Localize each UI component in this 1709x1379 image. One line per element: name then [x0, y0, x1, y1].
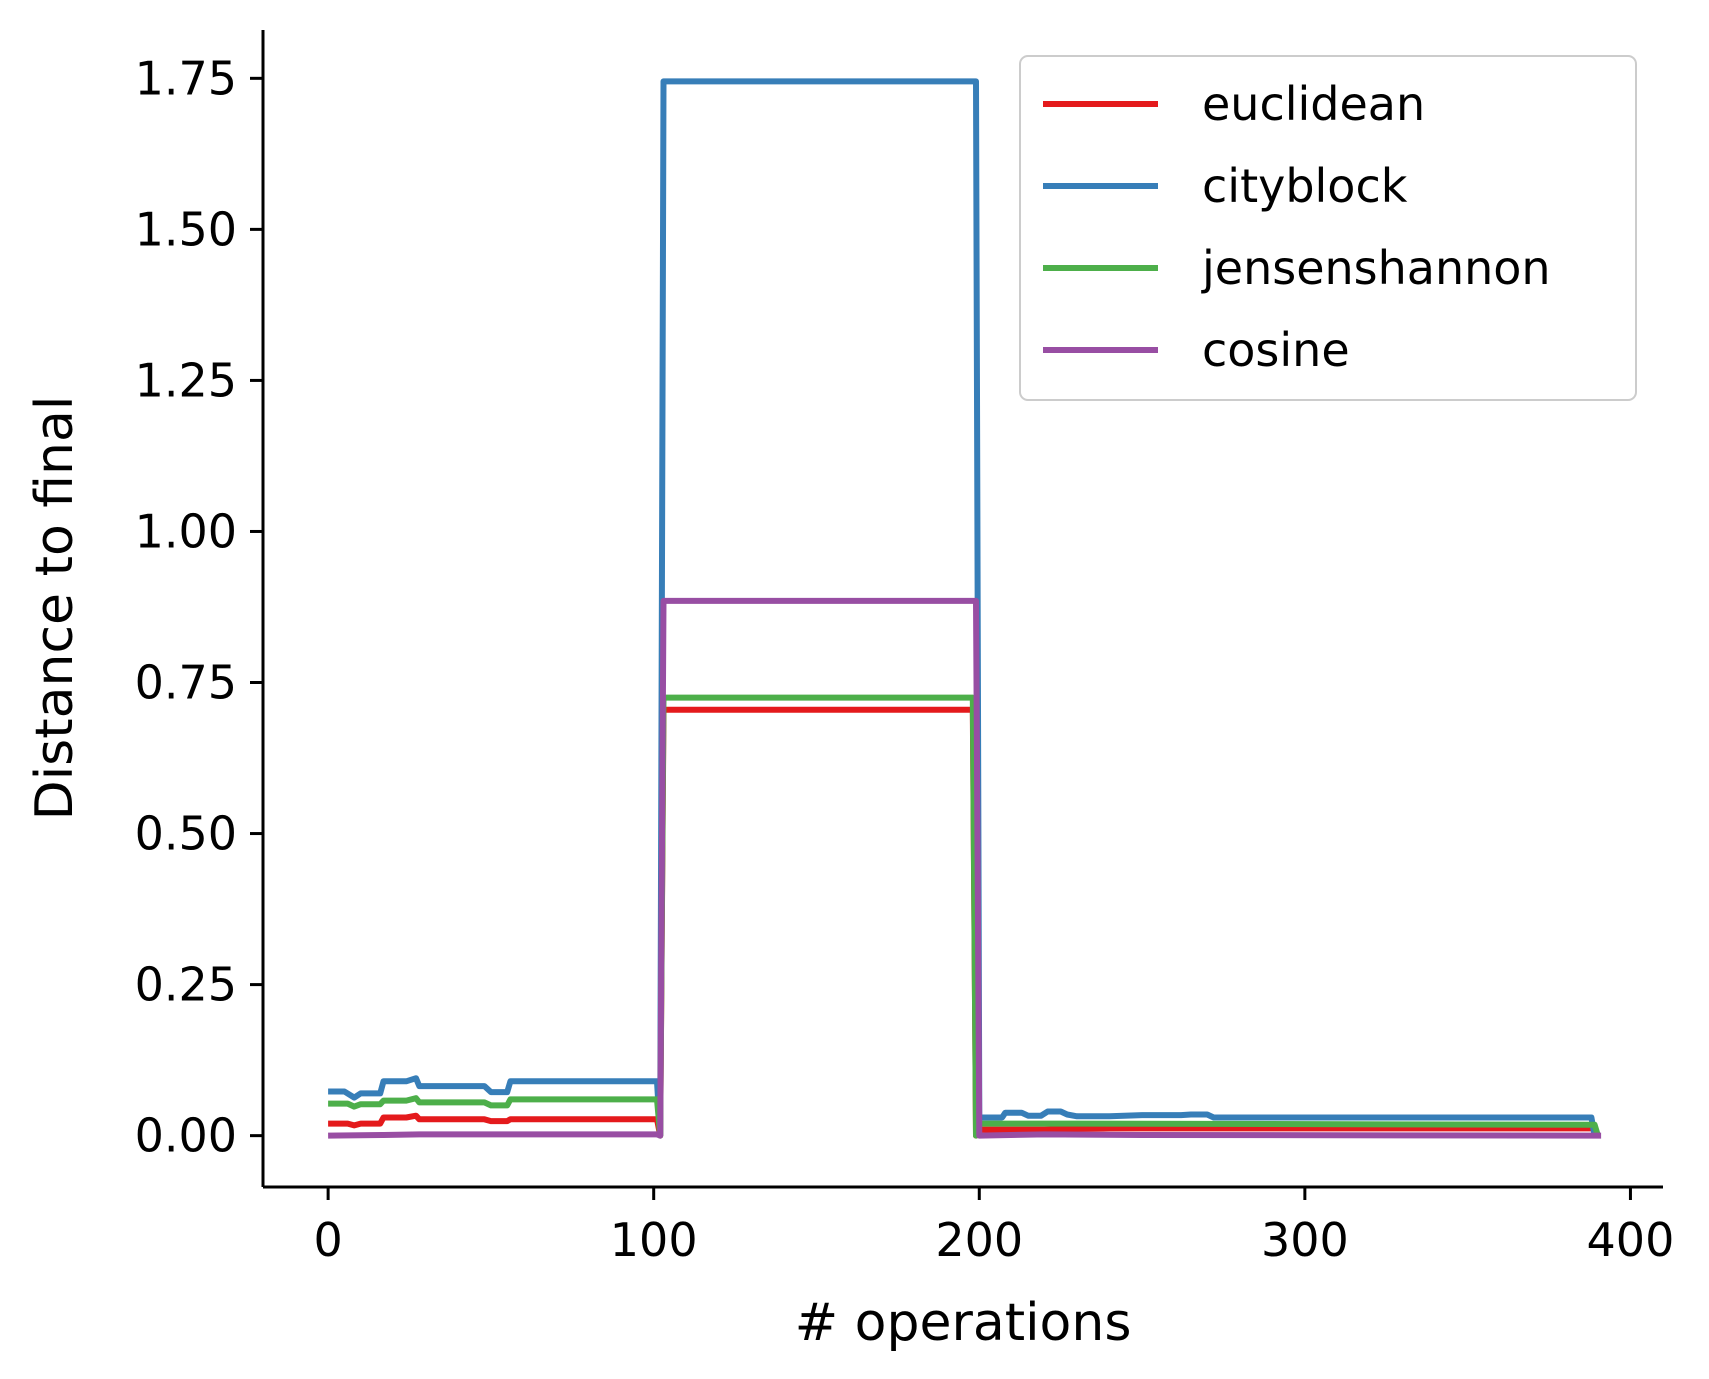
series-line-cosine — [328, 597, 1602, 1139]
y-tick-label: 0.75 — [135, 656, 237, 710]
legend-label-cityblock: cityblock — [1202, 159, 1408, 213]
legend-frame — [1019, 55, 1637, 401]
legend-label-jensenshannon: jensenshannon — [1201, 241, 1551, 295]
y-axis-title: Distance to final — [25, 396, 85, 821]
y-tick-label: 0.25 — [135, 958, 237, 1012]
legend-label-cosine: cosine — [1202, 323, 1350, 377]
legend: euclidean cityblock jensenshannon cosine — [1019, 55, 1637, 401]
x-tick-label: 200 — [935, 1213, 1023, 1267]
y-tick-label: 1.75 — [135, 51, 237, 105]
y-tick-label: 0.00 — [135, 1109, 237, 1163]
legend-label-euclidean: euclidean — [1202, 77, 1425, 131]
y-tick-label: 1.25 — [135, 353, 237, 407]
x-axis-title: # operations — [795, 1293, 1132, 1353]
y-tick-label: 1.00 — [135, 504, 237, 558]
x-tick-label: 0 — [313, 1213, 342, 1267]
x-tick-label: 300 — [1261, 1213, 1349, 1267]
series-line-euclidean — [328, 706, 1601, 1139]
x-axis-ticks: 0 100 200 300 400 — [313, 1187, 1674, 1267]
x-tick-label: 400 — [1587, 1213, 1675, 1267]
x-tick-label: 100 — [610, 1213, 698, 1267]
series-layer — [328, 78, 1602, 1139]
y-axis-ticks: 0.00 0.25 0.50 0.75 1.00 1.25 1.50 1.75 — [135, 51, 263, 1163]
y-tick-label: 1.50 — [135, 202, 237, 256]
y-tick-label: 0.50 — [135, 807, 237, 861]
